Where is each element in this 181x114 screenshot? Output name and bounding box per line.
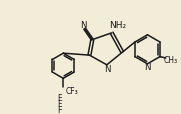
Text: F: F	[57, 93, 62, 102]
Text: F: F	[57, 105, 62, 114]
Text: NH₂: NH₂	[109, 21, 126, 29]
Text: N: N	[144, 63, 151, 72]
Text: CH₃: CH₃	[164, 56, 178, 64]
Text: CF₃: CF₃	[65, 87, 78, 96]
Text: N: N	[105, 65, 111, 74]
Text: F: F	[57, 99, 62, 108]
Text: N: N	[80, 21, 87, 30]
